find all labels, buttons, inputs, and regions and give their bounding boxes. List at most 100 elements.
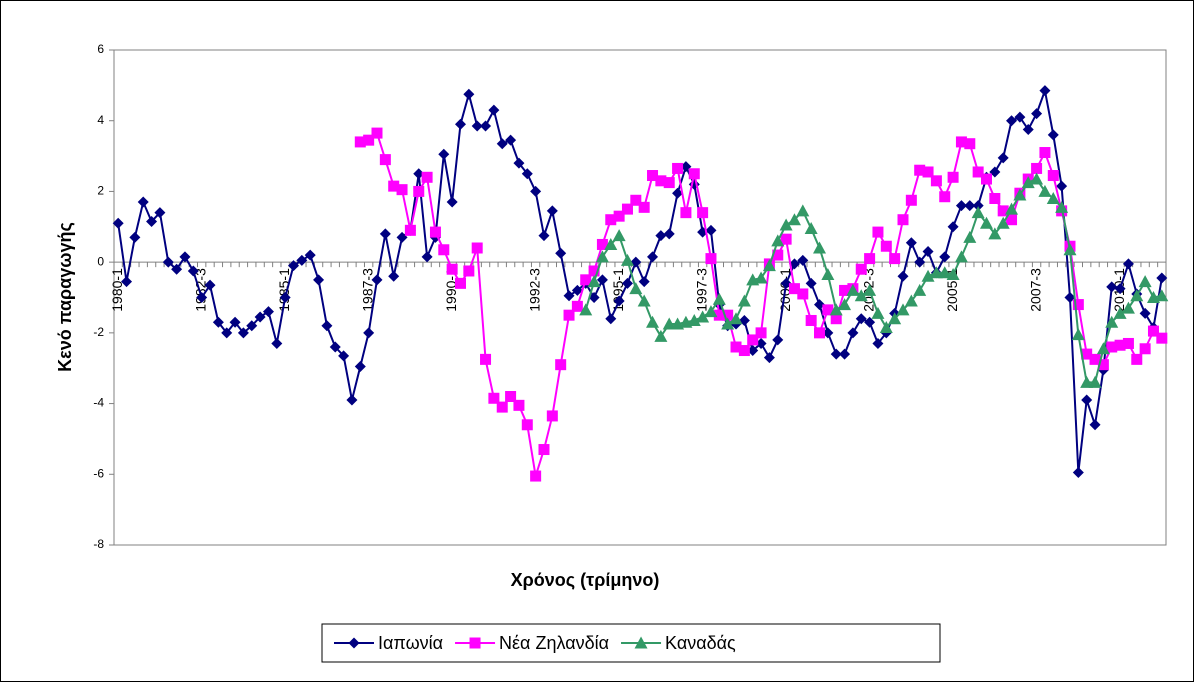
data-point <box>913 283 927 296</box>
data-point <box>655 175 667 187</box>
data-point <box>797 288 809 300</box>
legend-marker <box>469 637 481 649</box>
data-point <box>1063 243 1077 256</box>
data-point <box>647 251 659 263</box>
data-point <box>872 226 884 238</box>
data-point <box>379 154 391 166</box>
y-tick-label: 2 <box>97 184 104 198</box>
data-point <box>388 270 400 282</box>
y-tick-label: -8 <box>93 537 104 551</box>
data-point <box>563 309 575 321</box>
data-point <box>755 337 767 349</box>
data-point <box>805 277 817 289</box>
data-point <box>771 234 785 247</box>
legend-label: Νέα Ζηλανδία <box>499 633 609 653</box>
data-point <box>321 320 333 332</box>
y-tick-label: 0 <box>97 254 104 268</box>
y-tick-label: -2 <box>93 325 104 339</box>
data-point <box>687 313 701 326</box>
data-point <box>480 120 492 132</box>
legend-marker <box>348 637 360 649</box>
plot-area <box>113 49 1167 546</box>
data-point <box>754 271 768 284</box>
data-point <box>646 315 660 328</box>
data-point <box>830 313 842 325</box>
data-point <box>1130 289 1144 302</box>
data-point <box>1072 299 1084 311</box>
y-axis-label: Κενό παραγωγής <box>55 222 75 372</box>
data-point <box>779 218 793 231</box>
data-point <box>580 274 592 286</box>
data-point <box>822 327 834 339</box>
data-point <box>513 399 525 411</box>
data-point <box>329 341 341 353</box>
data-point <box>864 253 876 265</box>
data-point <box>454 118 466 130</box>
data-point <box>838 298 852 311</box>
data-point <box>712 292 726 305</box>
data-point <box>638 276 650 288</box>
x-tick-label: 1997-3 <box>693 268 709 312</box>
data-point <box>972 166 984 178</box>
data-point <box>1013 188 1027 201</box>
data-point <box>997 205 1009 217</box>
data-point <box>513 157 525 169</box>
data-point <box>1139 343 1151 355</box>
data-point <box>621 277 633 289</box>
data-point <box>762 259 776 272</box>
data-point <box>839 348 851 360</box>
data-point <box>137 196 149 208</box>
data-point <box>905 194 917 206</box>
data-point <box>654 329 668 342</box>
y-tick-label: 4 <box>97 113 104 127</box>
data-point <box>1022 124 1034 136</box>
data-point <box>929 266 943 279</box>
data-point <box>1056 180 1068 192</box>
data-point <box>888 312 902 325</box>
data-point <box>1005 202 1019 215</box>
data-point <box>672 162 684 174</box>
data-point <box>1131 353 1143 365</box>
data-point <box>863 283 877 296</box>
data-point <box>1122 337 1134 349</box>
data-point <box>596 238 608 250</box>
data-point <box>996 216 1010 229</box>
data-point <box>1064 292 1076 303</box>
data-point <box>980 173 992 185</box>
data-point <box>688 168 700 180</box>
x-axis-label: Χρόνος (τρίμηνο) <box>511 570 660 590</box>
data-point <box>221 327 233 339</box>
data-point <box>638 201 650 213</box>
data-point <box>704 305 718 318</box>
data-point <box>587 275 601 288</box>
data-point <box>964 200 976 212</box>
data-point <box>354 360 366 372</box>
data-point <box>1089 419 1101 431</box>
data-point <box>1006 214 1018 226</box>
data-point <box>1038 184 1052 197</box>
data-point <box>997 152 1009 164</box>
data-point <box>279 292 291 303</box>
data-point <box>288 260 300 272</box>
data-point <box>421 171 433 183</box>
data-point <box>897 270 909 282</box>
data-point <box>413 168 425 180</box>
data-point <box>1156 272 1168 284</box>
y-tick-label: 6 <box>97 42 104 56</box>
data-point <box>296 254 308 266</box>
data-point <box>538 444 550 456</box>
data-point <box>955 200 967 212</box>
data-point <box>1046 192 1060 204</box>
data-point <box>871 306 885 319</box>
data-point <box>713 309 725 321</box>
data-point <box>755 327 767 339</box>
data-point <box>879 321 893 334</box>
data-point <box>237 327 249 339</box>
data-point <box>1021 176 1035 189</box>
data-point <box>964 138 976 150</box>
data-point <box>630 194 642 206</box>
data-point <box>864 316 876 328</box>
data-point <box>1138 275 1152 288</box>
x-tick-label: 1980-1 <box>109 268 125 312</box>
data-point <box>1121 301 1135 314</box>
